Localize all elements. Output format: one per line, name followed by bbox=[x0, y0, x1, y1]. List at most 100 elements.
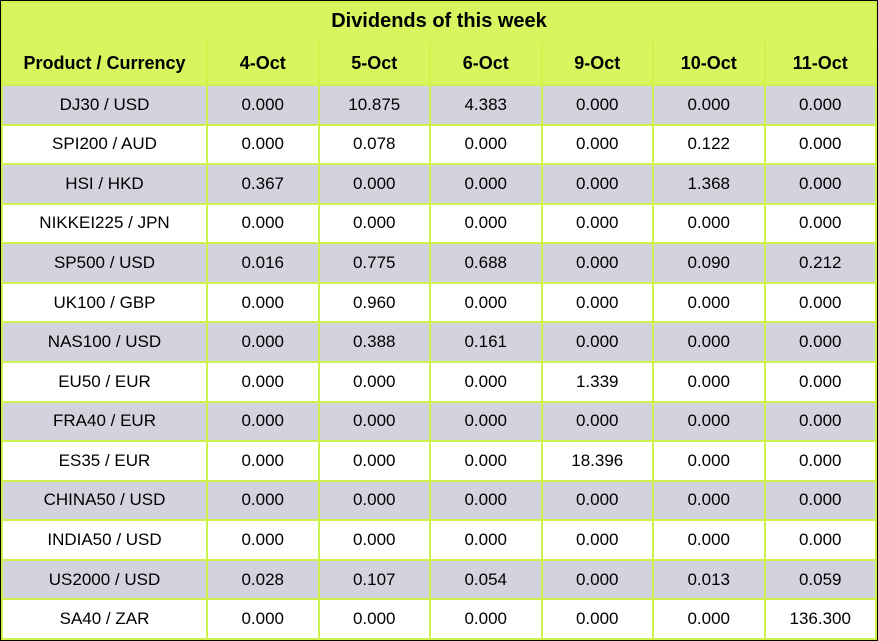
dividend-value-cell: 0.000 bbox=[206, 281, 320, 324]
dividend-value-cell: 0.000 bbox=[540, 321, 654, 363]
dividend-value-cell: 0.000 bbox=[206, 123, 320, 166]
product-cell: SP500 / USD bbox=[1, 242, 208, 284]
dividend-value-cell: 0.000 bbox=[763, 360, 877, 403]
column-header-product: Product / Currency bbox=[1, 40, 208, 86]
dividend-value-cell: 0.000 bbox=[652, 84, 766, 126]
title-row: Dividends of this week bbox=[1, 1, 877, 42]
dividend-value-cell: 0.000 bbox=[763, 202, 877, 245]
dividend-value-cell: 0.000 bbox=[540, 281, 654, 324]
column-header-date-6: 11-Oct bbox=[763, 40, 877, 86]
dividend-value-cell: 0.107 bbox=[317, 558, 431, 601]
dividend-value-cell: 0.000 bbox=[652, 400, 766, 443]
dividend-value-cell: 0.000 bbox=[206, 84, 320, 126]
dividend-value-cell: 0.000 bbox=[652, 281, 766, 324]
dividend-value-cell: 0.028 bbox=[206, 558, 320, 601]
dividend-value-cell: 0.000 bbox=[429, 598, 543, 640]
dividend-value-cell: 136.300 bbox=[763, 598, 877, 640]
dividend-value-cell: 1.339 bbox=[540, 360, 654, 403]
dividend-value-cell: 0.000 bbox=[317, 440, 431, 482]
column-header-date-2: 5-Oct bbox=[317, 40, 431, 86]
table-row: INDIA50 / USD 0.000 0.000 0.000 0.000 0.… bbox=[1, 519, 877, 561]
dividend-value-cell: 0.000 bbox=[652, 321, 766, 363]
dividend-value-cell: 0.000 bbox=[429, 123, 543, 166]
dividend-value-cell: 0.000 bbox=[540, 519, 654, 561]
dividend-value-cell: 4.383 bbox=[429, 84, 543, 126]
dividend-value-cell: 0.000 bbox=[317, 598, 431, 640]
dividend-value-cell: 0.000 bbox=[540, 163, 654, 205]
table-row: SPI200 / AUD 0.000 0.078 0.000 0.000 0.1… bbox=[1, 123, 877, 166]
dividend-value-cell: 0.000 bbox=[317, 519, 431, 561]
table-row: NIKKEI225 / JPN 0.000 0.000 0.000 0.000 … bbox=[1, 202, 877, 245]
dividend-value-cell: 0.000 bbox=[206, 440, 320, 482]
dividend-value-cell: 0.000 bbox=[763, 281, 877, 324]
column-header-date-3: 6-Oct bbox=[429, 40, 543, 86]
product-cell: SPI200 / AUD bbox=[1, 123, 208, 166]
dividend-value-cell: 0.000 bbox=[317, 202, 431, 245]
dividend-value-cell: 0.000 bbox=[540, 558, 654, 601]
product-cell: INDIA50 / USD bbox=[1, 519, 208, 561]
table-row: SA40 / ZAR 0.000 0.000 0.000 0.000 0.000… bbox=[1, 598, 877, 640]
product-cell: SA40 / ZAR bbox=[1, 598, 208, 640]
dividend-value-cell: 0.000 bbox=[652, 202, 766, 245]
dividend-value-cell: 0.000 bbox=[763, 321, 877, 363]
table-row: UK100 / GBP 0.000 0.960 0.000 0.000 0.00… bbox=[1, 281, 877, 324]
table-title: Dividends of this week bbox=[1, 1, 877, 42]
dividend-value-cell: 0.161 bbox=[429, 321, 543, 363]
product-cell: US2000 / USD bbox=[1, 558, 208, 601]
product-cell: ES35 / EUR bbox=[1, 440, 208, 482]
dividend-value-cell: 0.000 bbox=[206, 479, 320, 522]
dividend-value-cell: 0.388 bbox=[317, 321, 431, 363]
dividend-value-cell: 0.000 bbox=[206, 360, 320, 403]
table-row: ES35 / EUR 0.000 0.000 0.000 18.396 0.00… bbox=[1, 440, 877, 482]
dividend-value-cell: 0.000 bbox=[429, 519, 543, 561]
table-row: US2000 / USD 0.028 0.107 0.054 0.000 0.0… bbox=[1, 558, 877, 601]
dividend-value-cell: 0.000 bbox=[206, 519, 320, 561]
product-cell: NAS100 / USD bbox=[1, 321, 208, 363]
dividend-value-cell: 0.000 bbox=[317, 400, 431, 443]
table-row: DJ30 / USD 0.000 10.875 4.383 0.000 0.00… bbox=[1, 84, 877, 126]
dividend-value-cell: 0.013 bbox=[652, 558, 766, 601]
product-cell: EU50 / EUR bbox=[1, 360, 208, 403]
dividend-value-cell: 18.396 bbox=[540, 440, 654, 482]
table-row: SP500 / USD 0.016 0.775 0.688 0.000 0.09… bbox=[1, 242, 877, 284]
dividend-value-cell: 0.000 bbox=[540, 598, 654, 640]
dividend-value-cell: 0.775 bbox=[317, 242, 431, 284]
table-row: HSI / HKD 0.367 0.000 0.000 0.000 1.368 … bbox=[1, 163, 877, 205]
column-header-date-5: 10-Oct bbox=[652, 40, 766, 86]
dividend-value-cell: 0.000 bbox=[429, 360, 543, 403]
table-body: DJ30 / USD 0.000 10.875 4.383 0.000 0.00… bbox=[1, 84, 877, 640]
product-cell: CHINA50 / USD bbox=[1, 479, 208, 522]
product-cell: UK100 / GBP bbox=[1, 281, 208, 324]
dividend-value-cell: 0.000 bbox=[429, 281, 543, 324]
dividend-value-cell: 0.000 bbox=[652, 519, 766, 561]
dividend-value-cell: 0.000 bbox=[317, 360, 431, 403]
column-header-date-4: 9-Oct bbox=[540, 40, 654, 86]
product-cell: HSI / HKD bbox=[1, 163, 208, 205]
dividend-value-cell: 0.000 bbox=[763, 400, 877, 443]
dividend-value-cell: 0.000 bbox=[206, 202, 320, 245]
product-cell: NIKKEI225 / JPN bbox=[1, 202, 208, 245]
product-cell: DJ30 / USD bbox=[1, 84, 208, 126]
dividend-value-cell: 0.000 bbox=[540, 123, 654, 166]
dividend-value-cell: 0.000 bbox=[763, 84, 877, 126]
dividend-value-cell: 0.000 bbox=[429, 163, 543, 205]
dividend-value-cell: 0.000 bbox=[540, 84, 654, 126]
dividend-value-cell: 0.000 bbox=[763, 519, 877, 561]
dividend-value-cell: 0.000 bbox=[429, 202, 543, 245]
dividend-value-cell: 0.000 bbox=[763, 440, 877, 482]
dividend-value-cell: 0.000 bbox=[317, 479, 431, 522]
dividend-value-cell: 0.000 bbox=[540, 242, 654, 284]
dividend-value-cell: 0.000 bbox=[206, 321, 320, 363]
dividend-value-cell: 0.000 bbox=[652, 479, 766, 522]
dividend-value-cell: 0.054 bbox=[429, 558, 543, 601]
dividend-value-cell: 0.000 bbox=[540, 479, 654, 522]
header-row: Product / Currency 4-Oct 5-Oct 6-Oct 9-O… bbox=[1, 40, 877, 86]
dividend-value-cell: 0.090 bbox=[652, 242, 766, 284]
dividend-value-cell: 0.960 bbox=[317, 281, 431, 324]
dividend-value-cell: 0.000 bbox=[652, 440, 766, 482]
dividend-value-cell: 0.000 bbox=[429, 479, 543, 522]
dividend-value-cell: 0.688 bbox=[429, 242, 543, 284]
dividend-value-cell: 0.078 bbox=[317, 123, 431, 166]
dividend-value-cell: 0.059 bbox=[763, 558, 877, 601]
